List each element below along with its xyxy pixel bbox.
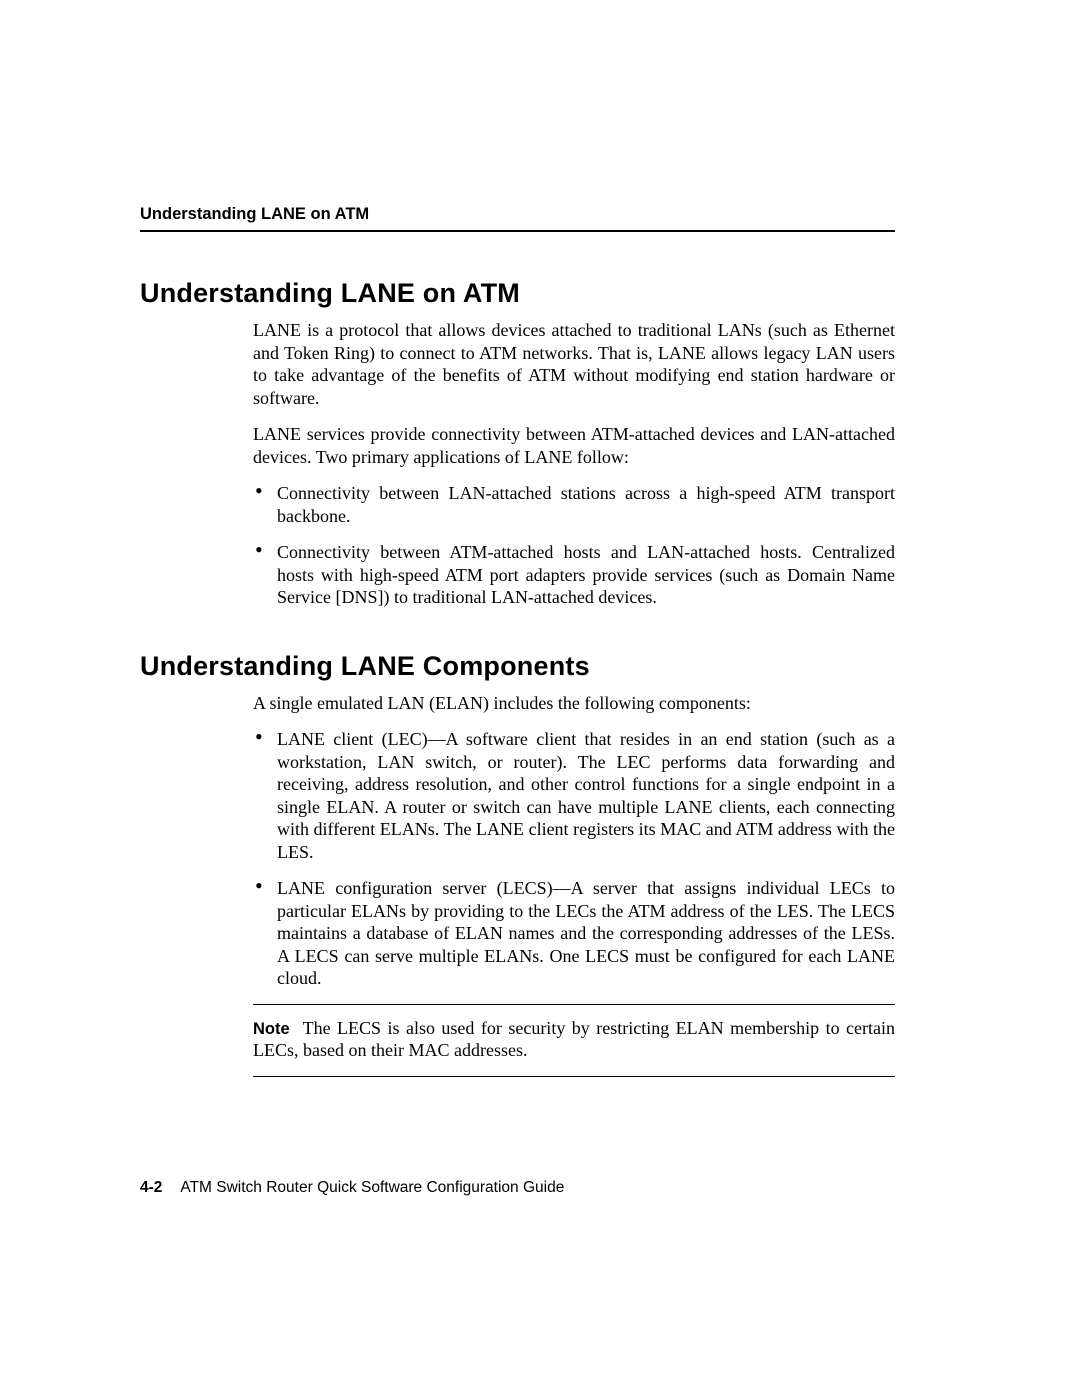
note-label: Note xyxy=(253,1020,290,1038)
note-bottom-rule xyxy=(253,1076,895,1077)
bullet-item: Connectivity between ATM-attached hosts … xyxy=(253,541,895,609)
body-paragraph: LANE is a protocol that allows devices a… xyxy=(253,319,895,409)
bullet-item: LANE client (LEC)—A software client that… xyxy=(253,728,895,863)
bullet-list: Connectivity between LAN-attached statio… xyxy=(253,482,895,609)
footer-book-title: ATM Switch Router Quick Software Configu… xyxy=(180,1179,564,1196)
page-footer: 4-2 ATM Switch Router Quick Software Conf… xyxy=(140,1179,895,1197)
section-body: A single emulated LAN (ELAN) includes th… xyxy=(253,692,895,1077)
running-header: Understanding LANE on ATM xyxy=(140,205,895,232)
note-text: Note The LECS is also used for security … xyxy=(253,1005,895,1076)
body-paragraph: LANE services provide connectivity betwe… xyxy=(253,423,895,468)
bullet-item: LANE configuration server (LECS)—A serve… xyxy=(253,877,895,990)
note-block: Note The LECS is also used for security … xyxy=(253,1004,895,1077)
bullet-item: Connectivity between LAN-attached statio… xyxy=(253,482,895,527)
section-heading: Understanding LANE on ATM xyxy=(140,278,895,309)
body-paragraph: A single emulated LAN (ELAN) includes th… xyxy=(253,692,895,715)
section-heading: Understanding LANE Components xyxy=(140,651,895,682)
running-header-text: Understanding LANE on ATM xyxy=(140,205,895,224)
bullet-list: LANE client (LEC)—A software client that… xyxy=(253,728,895,990)
running-header-rule xyxy=(140,230,895,232)
footer-page-number: 4-2 xyxy=(140,1179,162,1196)
note-body: The LECS is also used for security by re… xyxy=(253,1018,895,1061)
section-gap xyxy=(140,623,895,651)
page-content: Understanding LANE on ATM LANE is a prot… xyxy=(140,278,895,1077)
section-body: LANE is a protocol that allows devices a… xyxy=(253,319,895,609)
document-page: Understanding LANE on ATM Understanding … xyxy=(0,0,1080,1397)
